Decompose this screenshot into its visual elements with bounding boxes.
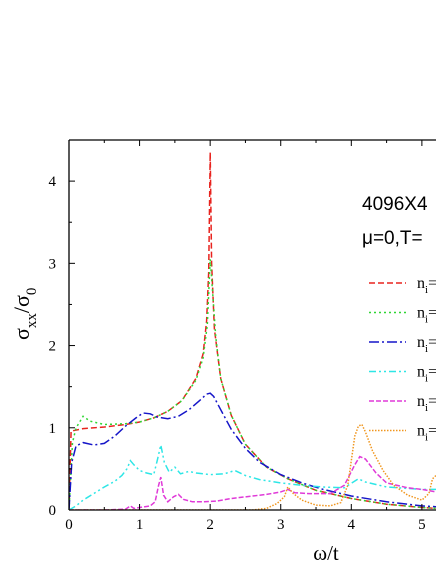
- series-line-6: [69, 423, 436, 510]
- y-tick-label: 3: [49, 256, 57, 272]
- x-tick-label: 1: [136, 517, 144, 533]
- x-tick-label: 5: [418, 517, 426, 533]
- plot-area: [69, 152, 436, 510]
- legend-label-6: ni=: [417, 423, 436, 444]
- y-tick-label: 1: [49, 421, 57, 437]
- x-axis-title: ω/t: [313, 541, 339, 564]
- y-axis-title: σxx/σ0: [9, 288, 40, 340]
- legend-label-5: ni=: [417, 393, 436, 414]
- chart-text: 4096X4 μ=0,T= ω/t σxx/σ0: [9, 194, 428, 564]
- axes: 0 1 2 3 4 5 0 1 2 3 4: [49, 139, 436, 533]
- legend-label-2: ni=: [417, 305, 436, 326]
- y-tick-label: 2: [49, 339, 57, 355]
- x-tick-label: 4: [348, 517, 356, 533]
- x-tick-label: 3: [277, 517, 285, 533]
- legend-label-3: ni=: [417, 334, 436, 355]
- x-tick-label: 0: [65, 517, 73, 533]
- y-tick-label: 0: [49, 503, 57, 519]
- x-tick-label: 2: [206, 517, 214, 533]
- legend: ni= ni= ni= ni= ni= ni=: [369, 275, 436, 444]
- legend-label-1: ni=: [417, 275, 436, 296]
- legend-label-4: ni=: [417, 364, 436, 385]
- series-line-4: [69, 444, 436, 510]
- series-line-3: [69, 392, 436, 510]
- annotation-size: 4096X4: [362, 194, 428, 215]
- series-line-2: [69, 259, 436, 510]
- series-line-5: [69, 455, 436, 510]
- y-tick-label: 4: [49, 174, 57, 190]
- series-line-1: [69, 152, 436, 510]
- annotation-params: μ=0,T=: [362, 228, 423, 249]
